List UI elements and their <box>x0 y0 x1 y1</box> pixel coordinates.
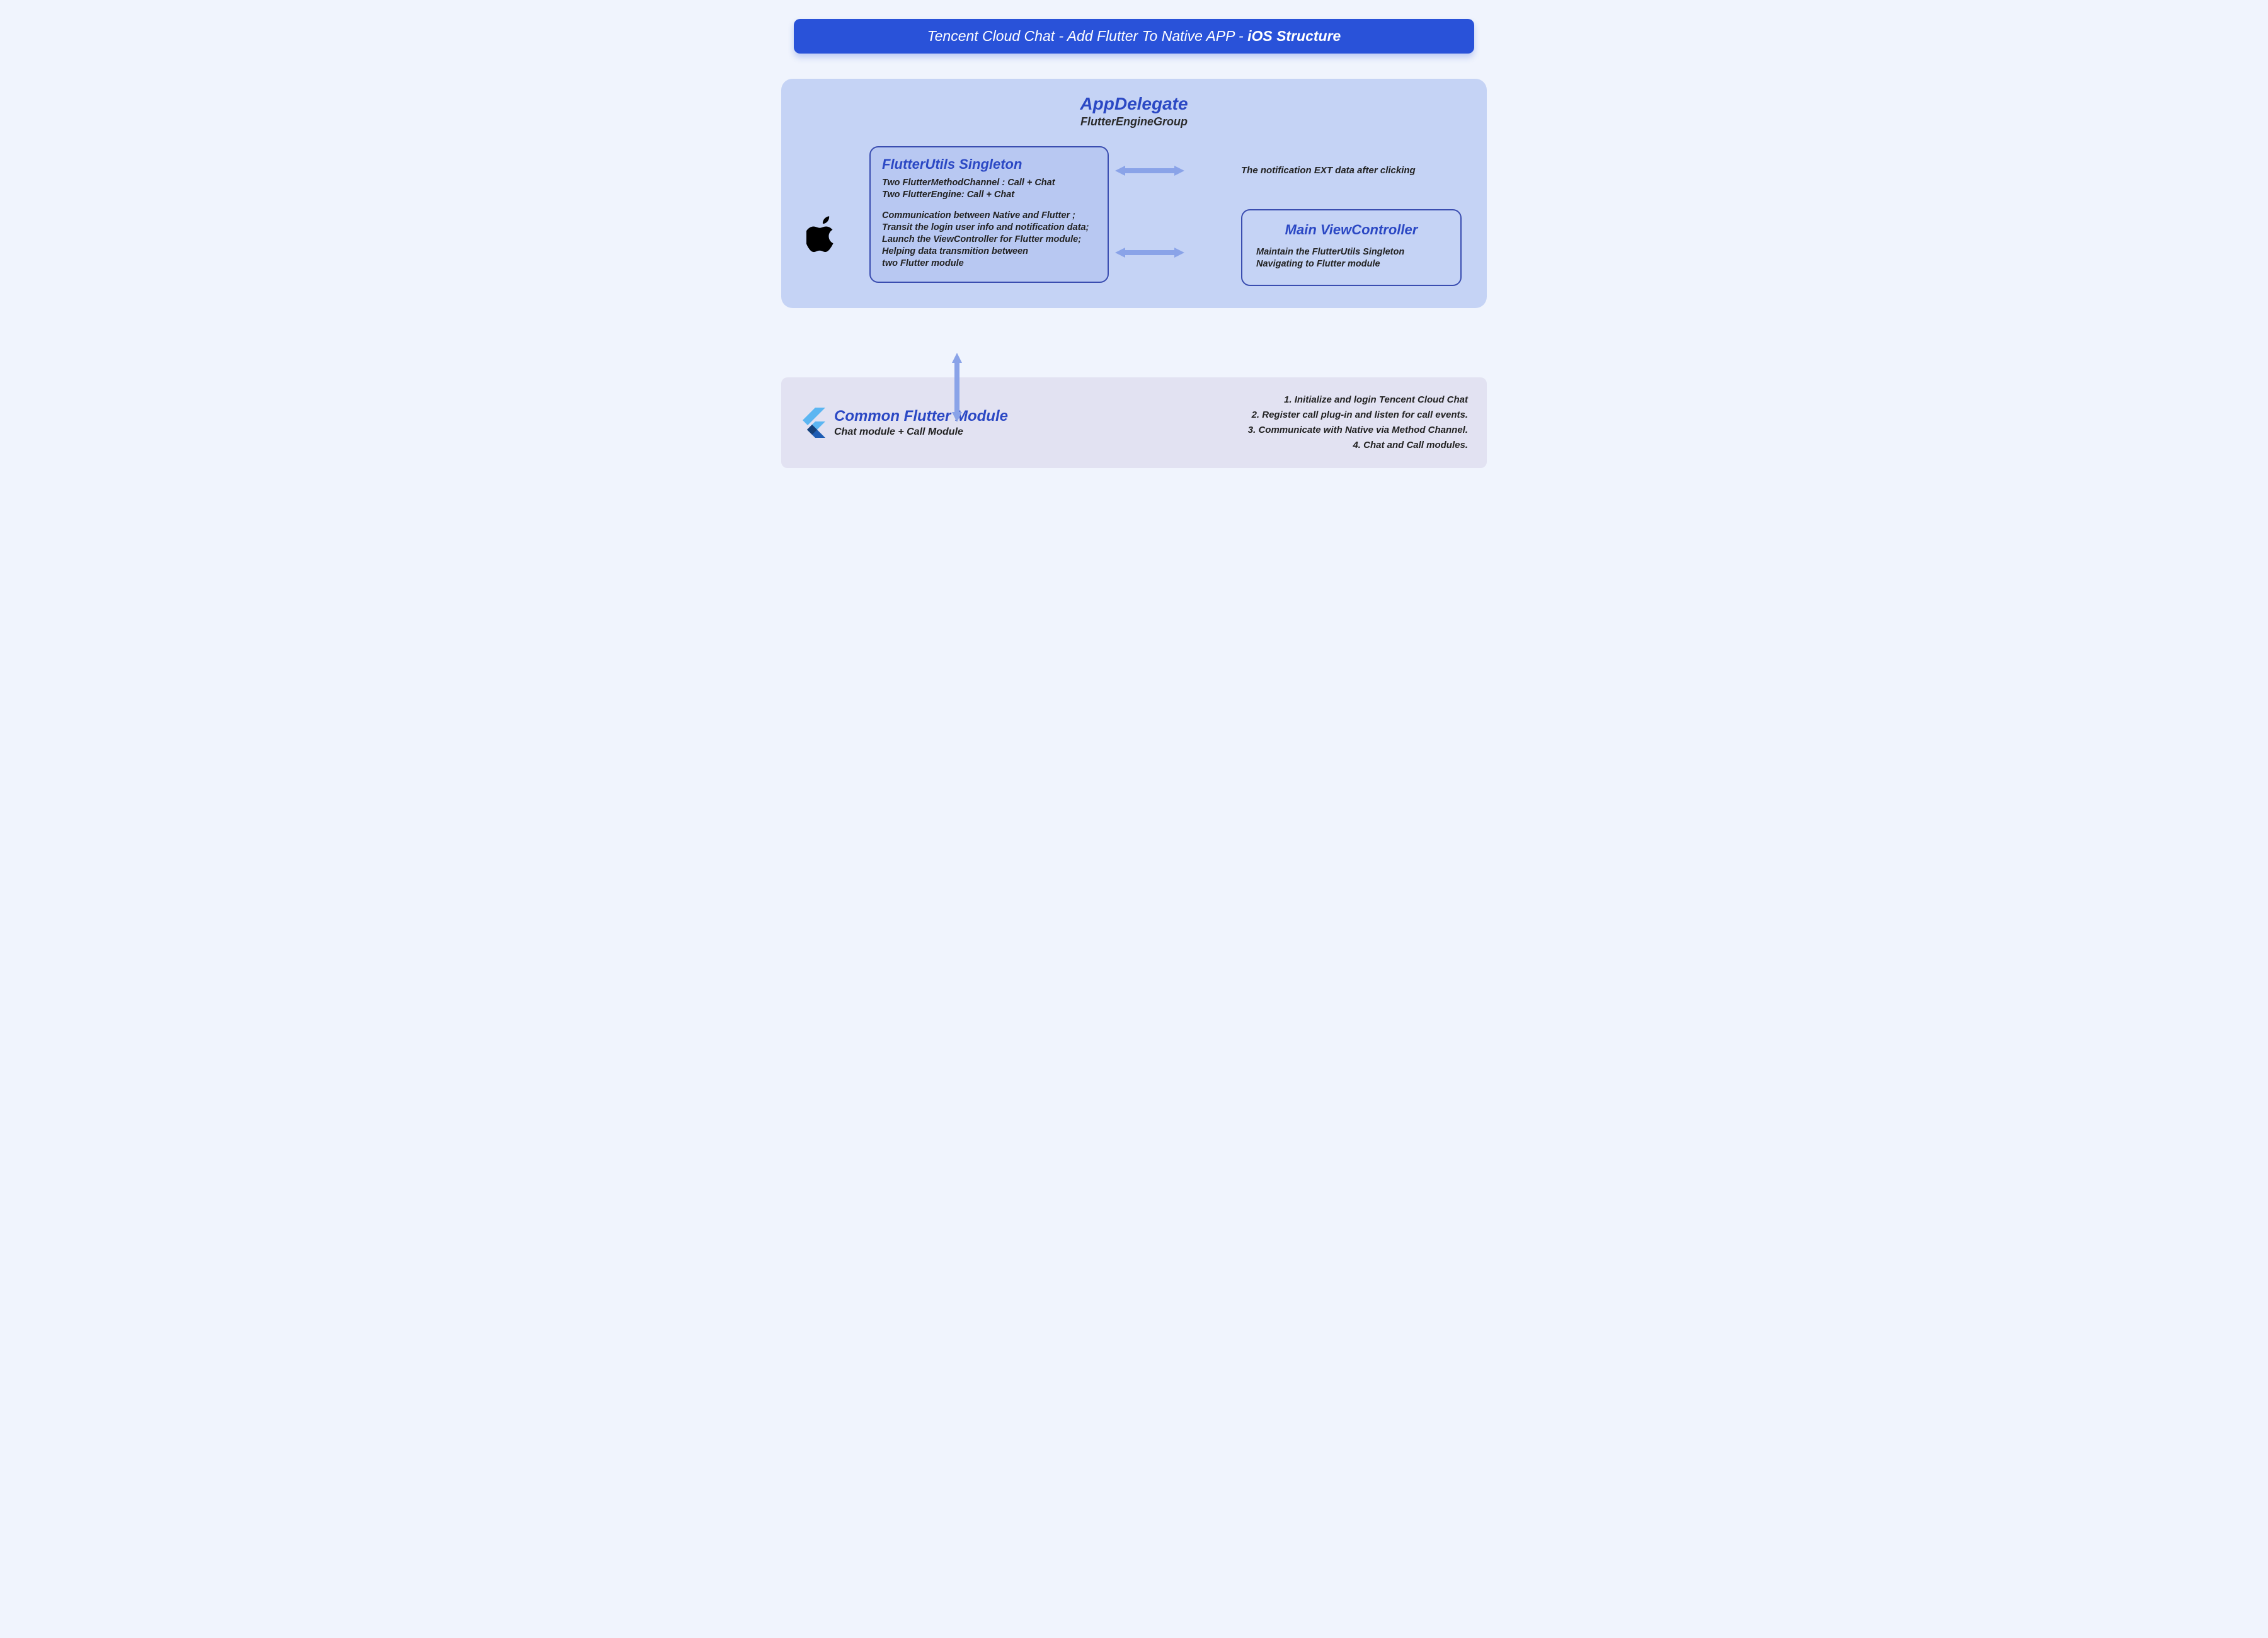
main-vc-line: Maintain the FlutterUtils Singleton <box>1256 247 1446 257</box>
fm-step: 4. Chat and Call modules. <box>1248 438 1468 453</box>
app-delegate-panel: AppDelegate FlutterEngineGroup FlutterUt… <box>781 79 1487 308</box>
flutter-utils-line: Launch the ViewController for Flutter mo… <box>882 234 1096 244</box>
double-arrow-icon <box>1115 165 1184 176</box>
fm-step: 3. Communicate with Native via Method Ch… <box>1248 423 1468 438</box>
flutter-module-subtitle: Chat module + Call Module <box>834 427 1008 438</box>
app-delegate-title: AppDelegate <box>800 94 1468 114</box>
header-prefix: Tencent Cloud Chat - Add Flutter To Nati… <box>927 28 1247 44</box>
main-viewcontroller-box: Main ViewController Maintain the Flutter… <box>1241 209 1462 286</box>
flutter-utils-line: Transit the login user info and notifica… <box>882 222 1096 232</box>
double-arrow-icon <box>1115 247 1184 258</box>
flutter-logo-icon <box>800 408 825 438</box>
flutter-utils-line: two Flutter module <box>882 258 1096 268</box>
flutter-utils-line: Two FlutterEngine: Call + Chat <box>882 190 1096 200</box>
ext-text: The notification EXT data after clicking <box>1241 165 1462 176</box>
main-vc-line: Navigating to Flutter module <box>1256 259 1446 269</box>
flutter-utils-line: Two FlutterMethodChannel : Call + Chat <box>882 178 1096 188</box>
flutter-utils-line: Helping data transmition between <box>882 246 1096 256</box>
apple-icon <box>806 215 838 253</box>
header-bar: Tencent Cloud Chat - Add Flutter To Nati… <box>794 19 1474 54</box>
fm-step: 2. Register call plug-in and listen for … <box>1248 408 1468 423</box>
double-arrow-vertical-icon <box>951 353 963 422</box>
flutter-module-title: Common Flutter Module <box>834 408 1008 425</box>
fm-step: 1. Initialize and login Tencent Cloud Ch… <box>1248 392 1468 408</box>
flutter-module-panel: Common Flutter Module Chat module + Call… <box>781 377 1487 468</box>
flutter-utils-title: FlutterUtils Singleton <box>882 156 1096 173</box>
app-delegate-subtitle: FlutterEngineGroup <box>800 115 1468 129</box>
flutter-module-steps: 1. Initialize and login Tencent Cloud Ch… <box>1248 392 1468 453</box>
main-vc-title: Main ViewController <box>1256 222 1446 238</box>
flutter-utils-box: FlutterUtils Singleton Two FlutterMethod… <box>869 146 1109 283</box>
flutter-utils-line: Communication between Native and Flutter… <box>882 210 1096 220</box>
header-bold: iOS Structure <box>1247 28 1341 44</box>
